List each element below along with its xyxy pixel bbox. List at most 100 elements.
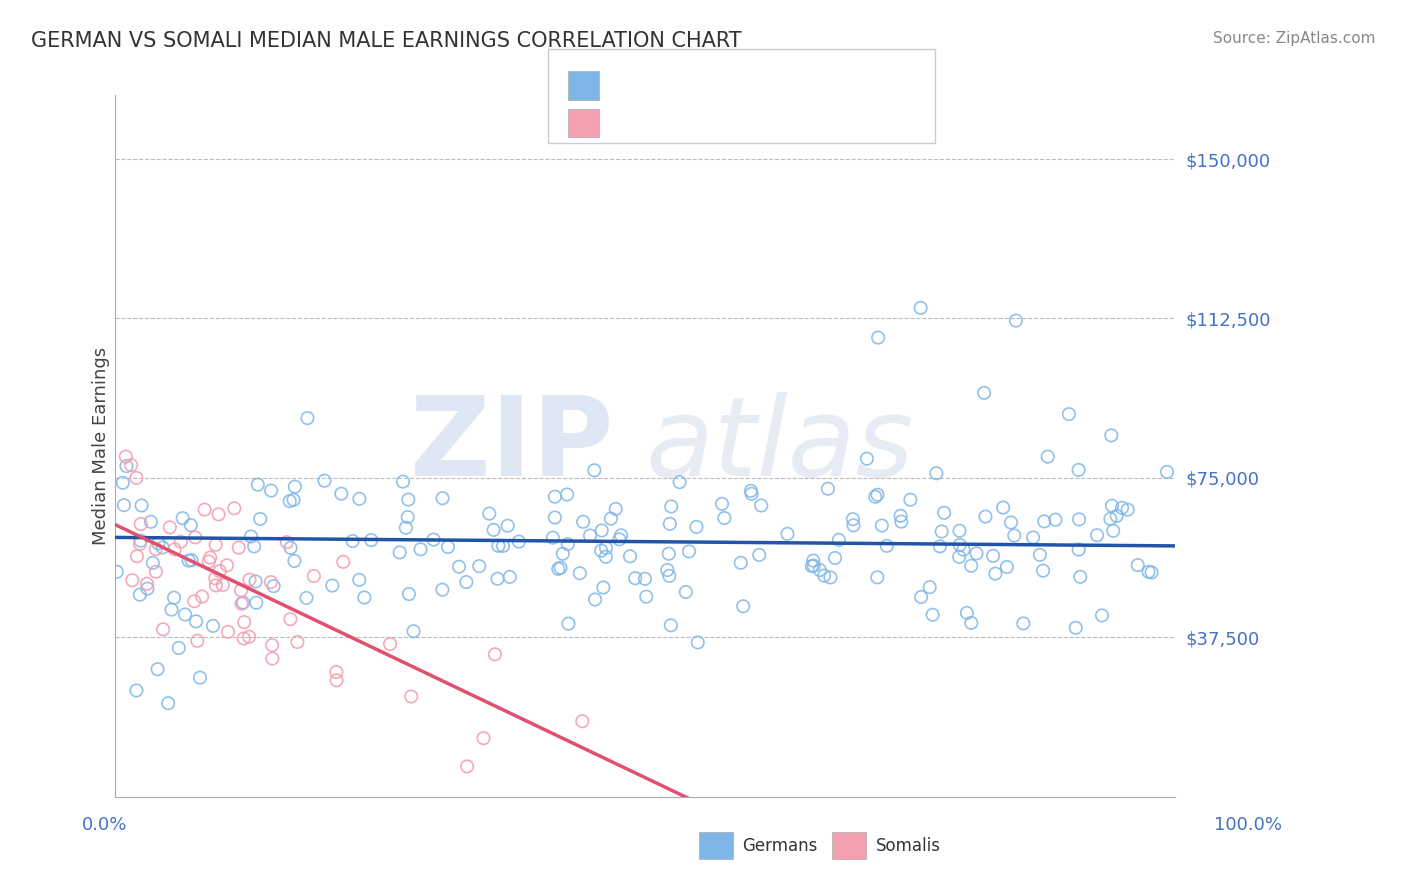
Point (711, 497, 734, 511)
Point (280, 541, 302, 555)
Point (280, 612, 302, 626)
Point (828, 533, 851, 547)
Point (960, 558, 983, 573)
Text: 100.0%: 100.0% (1215, 816, 1282, 834)
Point (1099, 512, 1122, 526)
Point (966, 546, 988, 560)
Point (297, 411, 319, 425)
Text: Germans: Germans (742, 837, 818, 855)
Text: 180: 180 (778, 77, 810, 95)
Point (229, 583, 252, 598)
Point (432, 491, 454, 506)
Point (1099, 428, 1122, 442)
Point (207, 508, 229, 522)
Point (813, 568, 835, 582)
Point (422, 533, 444, 547)
Point (395, 521, 418, 535)
Point (468, 559, 491, 574)
Point (205, 578, 228, 592)
Point (974, 509, 997, 524)
Point (396, 492, 419, 507)
Point (803, 558, 825, 573)
Point (482, 523, 505, 537)
Point (973, 385, 995, 400)
Point (172, 511, 194, 525)
Point (748, 548, 770, 562)
Point (486, 572, 509, 586)
Point (295, 591, 318, 605)
Point (146, 662, 169, 676)
Point (188, 671, 211, 685)
Point (198, 550, 221, 565)
Point (1012, 616, 1035, 631)
Point (105, 565, 128, 579)
Point (995, 560, 1018, 574)
Point (900, 492, 922, 507)
Point (432, 582, 454, 597)
Point (217, 624, 239, 639)
Point (1116, 502, 1139, 516)
Point (956, 606, 979, 620)
Point (472, 731, 495, 746)
Point (1064, 621, 1087, 635)
Point (1005, 313, 1028, 327)
Point (191, 590, 214, 604)
Point (678, 544, 700, 558)
Point (1033, 515, 1056, 529)
Point (730, 556, 752, 570)
Point (129, 516, 152, 531)
Point (675, 585, 697, 599)
Point (201, 619, 224, 633)
Point (591, 524, 613, 538)
Point (547, 562, 569, 576)
Point (981, 549, 1004, 563)
Point (349, 491, 371, 506)
Point (402, 624, 425, 639)
Point (1069, 570, 1091, 584)
Text: R =: R = (612, 77, 650, 95)
Point (129, 537, 152, 551)
Point (749, 499, 772, 513)
Point (456, 759, 478, 773)
Text: N =: N = (727, 114, 766, 132)
Point (177, 553, 200, 567)
Point (180, 553, 202, 567)
Point (276, 535, 298, 549)
Point (579, 528, 602, 542)
Text: 53: 53 (778, 114, 800, 132)
Point (658, 547, 681, 561)
Point (890, 508, 912, 523)
Point (246, 477, 269, 491)
Point (484, 648, 506, 662)
Point (592, 581, 614, 595)
Point (960, 615, 983, 630)
Point (262, 638, 284, 652)
Point (456, 575, 478, 590)
Point (321, 578, 343, 592)
Point (1029, 548, 1052, 562)
Point (866, 488, 889, 502)
Point (325, 665, 347, 679)
Text: Somalis: Somalis (876, 837, 941, 855)
Point (659, 500, 682, 514)
Point (152, 622, 174, 636)
Point (733, 599, 755, 614)
Point (866, 570, 889, 584)
Point (544, 510, 567, 524)
Point (1002, 528, 1025, 542)
Point (314, 474, 336, 488)
Point (1101, 499, 1123, 513)
Point (215, 558, 238, 573)
Point (931, 524, 953, 539)
Point (163, 591, 186, 605)
Point (557, 537, 579, 551)
Point (932, 506, 955, 520)
Point (824, 551, 846, 566)
Text: -0.713: -0.713 (662, 114, 718, 132)
Point (148, 536, 170, 550)
Point (952, 542, 974, 557)
Point (568, 566, 591, 581)
Point (447, 559, 470, 574)
Point (238, 630, 260, 644)
Point (1045, 513, 1067, 527)
